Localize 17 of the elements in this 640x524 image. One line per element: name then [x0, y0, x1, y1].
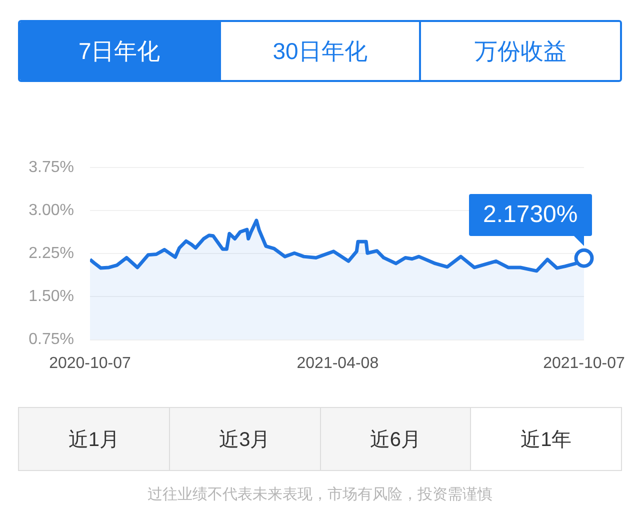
text: 30日年化	[218, 22, 420, 80]
x-tick-label: 2021-04-08	[296, 354, 379, 372]
y-tick-label: 3.00%	[28, 202, 74, 220]
text: 过往业绩不代表未来表现，市场有风险，投资需谨慎	[146, 485, 494, 504]
text: 万份收益	[419, 22, 620, 80]
text: 近1年	[470, 408, 621, 470]
y-tick-label: 1.50%	[28, 288, 74, 306]
annotation: 2.1730%	[483, 201, 578, 228]
x-tick-label: 2020-10-07	[49, 354, 132, 372]
text: 7日年化	[20, 22, 219, 80]
x-tick-label: 2021-10-07	[543, 354, 626, 372]
y-tick-label: 0.75%	[28, 331, 74, 348]
text: 近3月	[168, 408, 320, 470]
text: 近6月	[320, 408, 470, 470]
y-tick-label: 2.25%	[28, 245, 74, 262]
y-tick-label: 3.75%	[28, 159, 74, 176]
text: 近1月	[19, 408, 169, 470]
